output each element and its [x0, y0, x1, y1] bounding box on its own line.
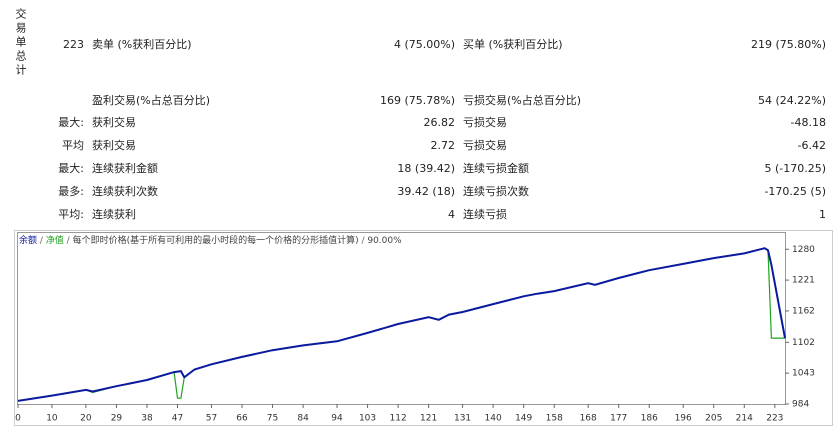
x-tick-label: 10 — [46, 414, 58, 424]
stat-value: 219 (75.80%) — [750, 38, 826, 51]
stat-name: 亏损交易(%占总百分比) — [463, 94, 582, 107]
row-label: 平均 — [62, 139, 84, 152]
stat-name: 连续亏损金额 — [463, 162, 529, 175]
legend-item: 每个即时价格(基于所有可利用的最小时段的每一个价格的分形插值计算) — [73, 234, 359, 246]
x-tick-label: 214 — [736, 414, 753, 424]
x-tick-label: 84 — [297, 414, 309, 424]
stat-value: 39.42 (18) — [397, 185, 455, 198]
y-tick-label: 984 — [792, 400, 809, 410]
stat-value: 4 — [448, 208, 455, 221]
x-tick-label: 38 — [141, 414, 153, 424]
legend-item: 余额 — [19, 234, 37, 246]
x-tick-label: 186 — [641, 414, 658, 424]
y-tick-label: 1162 — [792, 306, 815, 316]
stat-name: 连续亏损 — [463, 208, 507, 221]
y-tick-label: 1043 — [792, 369, 815, 379]
series-line — [17, 247, 786, 402]
stat-name: 获利交易 — [92, 116, 136, 129]
stat-name: 亏损交易 — [463, 139, 507, 152]
y-tick-label: 1102 — [792, 338, 815, 348]
legend-item: 净值 — [46, 234, 64, 246]
x-tick-label: 57 — [206, 414, 217, 424]
x-tick-label: 29 — [111, 414, 123, 424]
x-tick-label: 112 — [390, 414, 407, 424]
stat-value: -6.42 — [797, 139, 826, 152]
stat-name: 亏损交易 — [463, 116, 507, 129]
legend-item: 90.00% — [367, 236, 402, 246]
row-label: 223 — [63, 38, 84, 51]
stat-value: 1 — [819, 208, 826, 221]
row-label: 平均: — [58, 208, 84, 221]
x-tick-label: 168 — [580, 414, 597, 424]
x-tick-label: 75 — [267, 414, 278, 424]
x-tick-label: 94 — [331, 414, 343, 424]
stat-name: 连续获利次数 — [92, 185, 158, 198]
x-tick-label: 103 — [359, 414, 376, 424]
stat-name: 获利交易 — [92, 139, 136, 152]
x-tick-label: 47 — [172, 414, 183, 424]
separator: / — [359, 236, 368, 246]
x-tick-label: 196 — [675, 414, 692, 424]
stat-value: 5 (-170.25) — [764, 162, 826, 175]
stat-value: 169 (75.78%) — [379, 94, 455, 107]
chart-frame — [14, 230, 833, 426]
x-tick-label: 223 — [766, 414, 783, 424]
row-label: 最大: — [58, 116, 84, 129]
separator: / — [37, 236, 46, 246]
separator: / — [64, 236, 73, 246]
stat-value: 2.72 — [430, 139, 456, 152]
stat-name: 连续亏损次数 — [463, 185, 529, 198]
stat-value: 4 (75.00%) — [393, 38, 455, 51]
x-tick-label: 66 — [236, 414, 248, 424]
stat-value: 54 (24.22%) — [757, 94, 826, 107]
stat-name: 连续获利金额 — [92, 162, 158, 175]
x-tick-label: 205 — [705, 414, 722, 424]
row-label: 最多: — [58, 185, 84, 198]
x-tick-label: 177 — [610, 414, 627, 424]
row-label: 最大: — [58, 162, 84, 175]
x-tick-label: 158 — [546, 414, 563, 424]
y-tick-label: 1280 — [792, 245, 815, 255]
stat-value: -48.18 — [790, 116, 826, 129]
x-tick-label: 149 — [515, 414, 532, 424]
stat-value: 18 (39.42) — [397, 162, 455, 175]
x-tick-label: 131 — [454, 414, 471, 424]
stat-name: 卖单 (%获利百分比) — [92, 38, 192, 51]
legend: 余额 / 净值 / 每个即时价格(基于所有可利用的最小时段的每一个价格的分形插值… — [19, 234, 402, 246]
plot-area — [17, 232, 786, 405]
stat-value: 26.82 — [423, 116, 456, 129]
stat-name: 连续获利 — [92, 208, 136, 221]
side-header: 交易单总计 — [14, 8, 27, 78]
stat-name: 盈利交易(%占总百分比) — [92, 94, 211, 107]
y-tick-label: 1221 — [792, 276, 815, 286]
x-tick-label: 20 — [80, 414, 92, 424]
stat-value: -170.25 (5) — [764, 185, 826, 198]
stat-name: 买单 (%获利百分比) — [463, 38, 563, 51]
x-tick-label: 140 — [485, 414, 502, 424]
x-tick-label: 121 — [420, 414, 437, 424]
x-tick-label: 0 — [15, 414, 21, 424]
